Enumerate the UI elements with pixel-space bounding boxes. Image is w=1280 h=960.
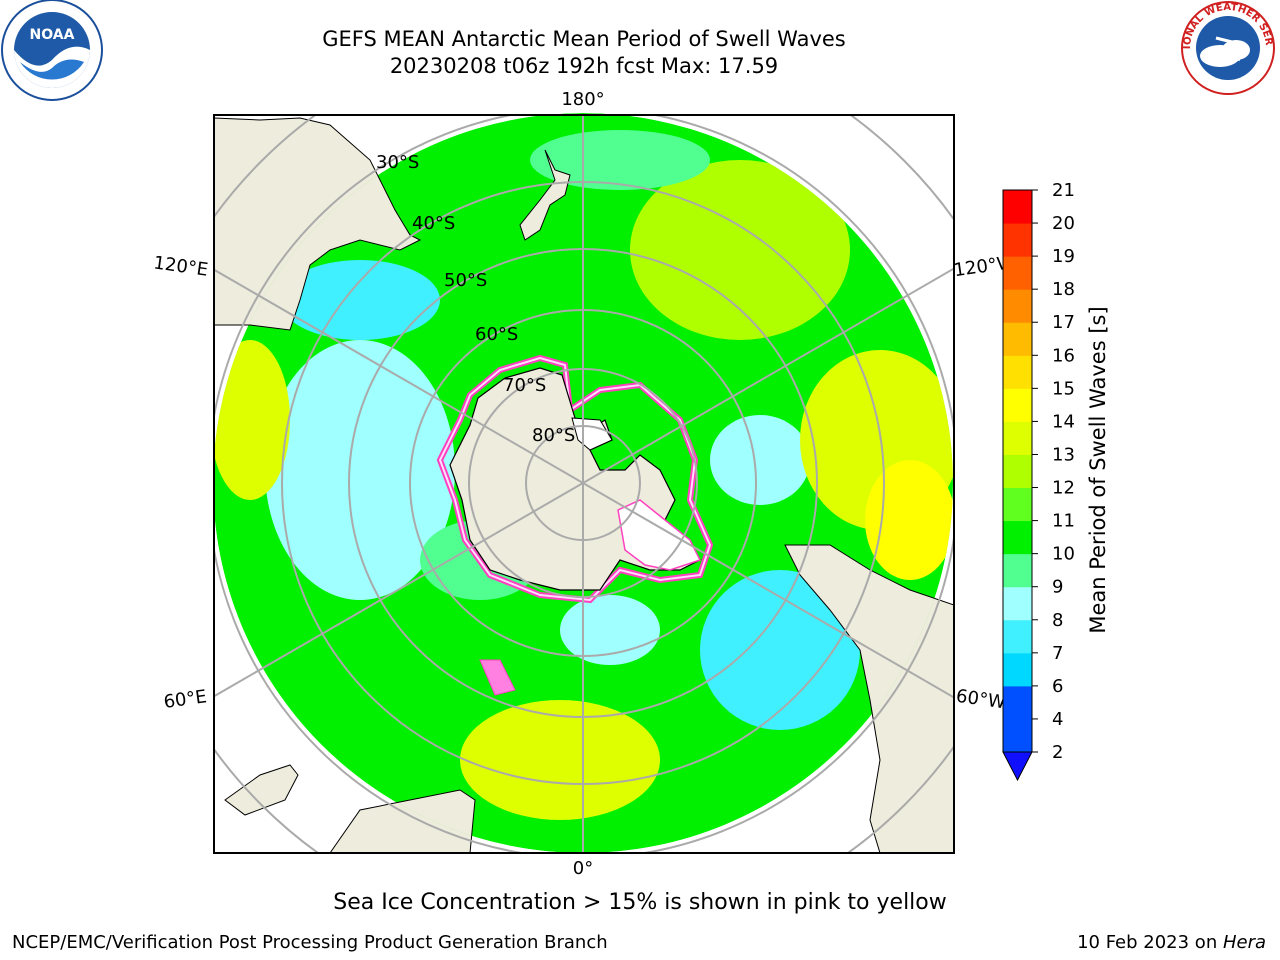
footer-date: 10 Feb 2023 on Hera [1077, 932, 1266, 953]
colorbar-segment [1003, 553, 1032, 588]
colorbar-tick-label: 2 [1052, 742, 1063, 763]
land-madagascar [224, 764, 299, 816]
colorbar-tick-label: 18 [1052, 279, 1075, 300]
colorbar-tick-label: 17 [1052, 312, 1075, 333]
colorbar-segment [1003, 619, 1032, 654]
lon-label-lower-right: 60°W [955, 686, 1007, 714]
colorbar-tick-label: 15 [1052, 378, 1075, 399]
colorbar-tick-label: 8 [1052, 610, 1063, 631]
colorbar-tick-label: 6 [1052, 676, 1063, 697]
lon-label-top: 180° [561, 89, 604, 110]
map-border [213, 114, 955, 854]
colorbar-segment [1003, 520, 1032, 555]
colorbar-segment [1003, 256, 1032, 290]
colorbar-title: Mean Period of Swell Waves [s] [1086, 306, 1110, 633]
colorbar-segment [1003, 355, 1032, 389]
graticule [214, 115, 954, 853]
chart-subtitle: 20230208 t06z 192h fcst Max: 17.59 [389, 54, 779, 78]
colorbar-extend-arrow [1002, 751, 1033, 782]
lat-label-30s: 30°S [376, 152, 419, 173]
colorbar-segment [1003, 487, 1032, 522]
lat-label-50s: 50°S [444, 270, 487, 291]
colorbar: 2 4 6 7 8 9 10 11 12 13 14 15 16 17 18 19 20 21 [1002, 180, 1075, 782]
colorbar-segment [1003, 223, 1032, 257]
colorbar-segment [1003, 289, 1032, 323]
footer-date-text: 10 Feb 2023 on [1077, 932, 1223, 953]
colorbar-border [1002, 189, 1033, 753]
sea-ice-caption: Sea Ice Concentration > 15% is shown in … [333, 890, 947, 915]
colorbar-segment [1003, 322, 1032, 356]
lat-label-40s: 40°S [412, 213, 455, 234]
colorbar-tick-label: 4 [1052, 709, 1063, 730]
nws-logo-text: NATIONAL WEATHER SERVICE [0, 0, 1274, 49]
lat-label-80s: 80°S [532, 425, 575, 446]
lon-label-lower-left: 60°E [162, 686, 208, 713]
colorbar-tick-label: 11 [1052, 511, 1075, 532]
colorbar-tick-label: 21 [1052, 180, 1075, 201]
footer-machine: Hera [1222, 932, 1266, 953]
colorbar-tick-label: 16 [1052, 345, 1075, 366]
colorbar-segment [1003, 718, 1032, 753]
colorbar-tick-label: 14 [1052, 411, 1075, 432]
colorbar-segment [1003, 388, 1032, 422]
colorbar-tick-label: 13 [1052, 444, 1075, 465]
colorbar-tick-label: 9 [1052, 577, 1063, 598]
colorbar-tick-label: 19 [1052, 246, 1075, 267]
colorbar-tick-label: 7 [1052, 643, 1063, 664]
colorbar-tick-label: 10 [1052, 544, 1075, 565]
colorbar-segment [1003, 586, 1032, 621]
noaa-logo-text: NOAA [30, 27, 75, 43]
lat-label-70s: 70°S [503, 375, 546, 396]
colorbar-segment [1003, 685, 1032, 720]
colorbar-segment [1003, 421, 1032, 455]
colorbar-tick-label: 20 [1052, 213, 1075, 234]
land-new-zealand [519, 149, 571, 241]
noaa-logo: NOAA [1, 0, 103, 101]
lon-label-bottom: 0° [573, 858, 593, 879]
nws-logo: NATIONAL WEATHER SERVICE [0, 0, 1275, 95]
footer-credit: NCEP/EMC/Verification Post Processing Pr… [12, 932, 608, 953]
lon-label-upper-left: 120°E [152, 252, 209, 280]
colorbar-segment [1003, 454, 1032, 489]
colorbar-tick-label: 12 [1052, 478, 1075, 499]
svg-text:NATIONAL WEATHER SERVICE: NATIONAL WEATHER SERVICE [0, 0, 1274, 49]
colorbar-segment [1003, 652, 1032, 687]
colorbar-segment [1003, 190, 1032, 224]
lat-label-60s: 60°S [475, 324, 518, 345]
chart-title: GEFS MEAN Antarctic Mean Period of Swell… [322, 27, 846, 51]
